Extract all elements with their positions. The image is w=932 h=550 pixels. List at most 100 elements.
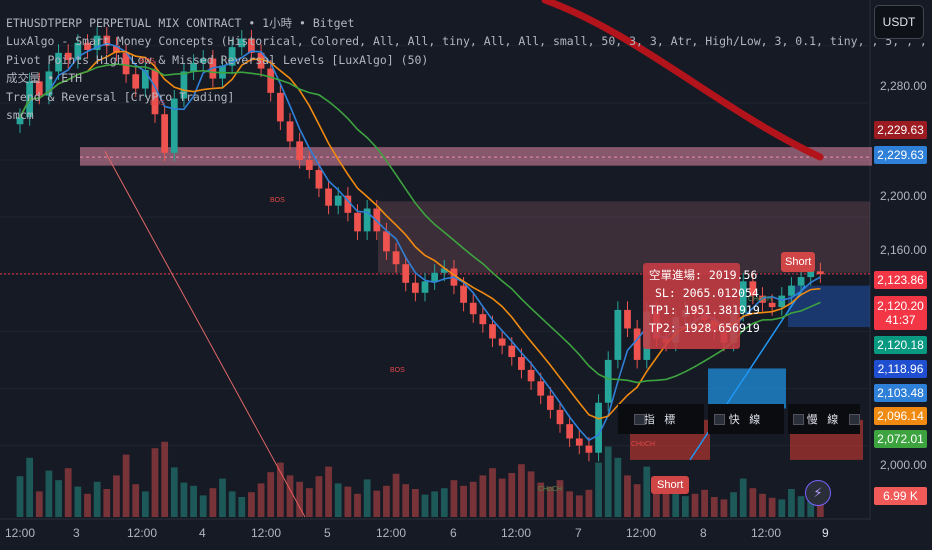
volume-bar	[431, 491, 439, 517]
volume-bar	[248, 492, 255, 517]
price-tag-blue-ma: 2,103.48	[874, 384, 927, 402]
volume-bar	[749, 488, 757, 517]
bos-label: BOS	[150, 100, 165, 107]
volume-bar	[691, 493, 699, 517]
legend-smc[interactable]: LuxAlgo - Smart Money Concepts (Historic…	[6, 34, 927, 49]
entry-text: 空單進場: 2019.56	[649, 268, 758, 282]
candle-body	[74, 42, 82, 60]
candle-body	[93, 35, 101, 50]
volume-bar	[595, 462, 602, 517]
x-tick-label: 7	[575, 526, 582, 540]
volume-bar	[710, 497, 718, 517]
price-tag-ma-long: 2,229.63	[874, 121, 927, 139]
volume-bar	[267, 472, 275, 517]
candle-body	[431, 272, 439, 282]
legend-volume[interactable]: 成交量 • ETH	[6, 71, 83, 86]
candle-body	[248, 38, 255, 53]
candle-body	[440, 268, 448, 273]
volume-bar	[797, 496, 805, 517]
candle-body	[334, 195, 342, 206]
price-tag-bb: 2,118.96	[874, 360, 927, 378]
volume-bar	[807, 501, 815, 517]
volume-bar	[624, 475, 631, 517]
candle-body	[489, 324, 496, 339]
panel-label-indicator: 指 標	[643, 413, 679, 426]
panel-indicator-square	[634, 414, 645, 425]
volume-bar	[440, 488, 448, 517]
currency-unit-button[interactable]: USDT	[874, 5, 924, 39]
volume-bar	[739, 478, 747, 517]
volume-bar	[604, 446, 612, 517]
candle-body	[344, 195, 352, 213]
volume-bar	[537, 482, 545, 517]
volume-tag: 6.99 K	[874, 487, 927, 505]
tp2-text: TP2: 1928.656919	[649, 320, 760, 335]
stop-loss-text: SL: 2065.012054	[655, 285, 759, 300]
price-tag-high: 2,123.86	[874, 271, 927, 289]
volume-bar	[730, 492, 737, 517]
candle-body	[276, 92, 284, 122]
price-tag-ma-long-blue: 2,229.63	[874, 146, 927, 164]
candle-body	[103, 35, 111, 46]
x-tick-label-current: 9	[822, 526, 829, 540]
legend-pivots[interactable]: Pivot Points High Low & Missed Reversal …	[6, 52, 429, 67]
candle-body	[267, 68, 275, 93]
volume-bar	[614, 457, 622, 517]
legend-title[interactable]: ETHUSDTPERP PERPETUAL MIX CONTRACT • 1小時…	[6, 16, 355, 30]
candle-body	[141, 69, 149, 89]
volume-bar	[479, 475, 487, 517]
volume-bar	[527, 471, 535, 517]
volume-bar	[190, 485, 197, 517]
y-tick-label: 2,160.00	[880, 243, 927, 257]
bos-label: BOS	[140, 58, 155, 65]
volume-bar	[325, 466, 332, 517]
candle-body	[768, 302, 776, 308]
legend: ETHUSDTPERP PERPETUAL MIX CONTRACT • 1小時…	[6, 14, 927, 124]
volume-bar	[383, 485, 390, 517]
trade-info-box: 空單進場: 2019.56 SL: 2065.012054 TP1: 1951.…	[643, 263, 760, 349]
panel-slow-square-2	[849, 414, 860, 425]
volume-bar	[55, 480, 62, 517]
bos-label: BOS	[270, 197, 285, 204]
lightning-icon[interactable]: ⚡	[805, 480, 831, 506]
x-tick-label: 3	[73, 526, 80, 540]
candle-body	[633, 328, 641, 360]
candle-body	[421, 281, 429, 293]
candle-body	[363, 208, 371, 232]
volume-bar	[518, 464, 525, 517]
demand-zone-right	[788, 285, 870, 328]
legend-trend[interactable]: Trend & Reversal [CryPro Trading]	[6, 89, 235, 104]
candle-body	[45, 71, 53, 96]
volume-bar	[566, 491, 574, 517]
candle-body	[546, 395, 554, 410]
candle-body	[614, 309, 622, 360]
volume-bar	[45, 470, 53, 517]
candle-body	[739, 281, 747, 313]
volume-bar	[84, 493, 91, 517]
volume-bar	[450, 480, 458, 517]
volume-bar	[93, 481, 101, 517]
candle-body	[16, 117, 24, 125]
candle-body	[170, 98, 178, 153]
volume-bar	[701, 489, 709, 517]
x-tick-label: 5	[324, 526, 331, 540]
volume-bar	[421, 494, 429, 517]
indicator-panel: 指 標	[618, 404, 704, 434]
candle-body	[585, 445, 593, 453]
volume-bar	[672, 490, 680, 517]
candle-body	[518, 357, 525, 370]
last-price-value: 2,120.20	[877, 299, 924, 313]
volume-bar	[286, 475, 294, 517]
volume-bar	[344, 486, 352, 517]
candle-body	[199, 58, 207, 63]
legend-smcm[interactable]: smcm	[6, 107, 34, 122]
panel-fast-square	[714, 414, 725, 425]
volume-bar	[681, 496, 689, 517]
candle-body	[113, 45, 120, 53]
bar-countdown: 41:37	[885, 313, 916, 327]
choch-label: CHoCH	[631, 441, 656, 448]
fast-line-panel: 快 線	[708, 404, 784, 434]
candle-body	[132, 74, 140, 89]
volume-bar	[296, 481, 304, 517]
candle-body	[556, 409, 564, 425]
